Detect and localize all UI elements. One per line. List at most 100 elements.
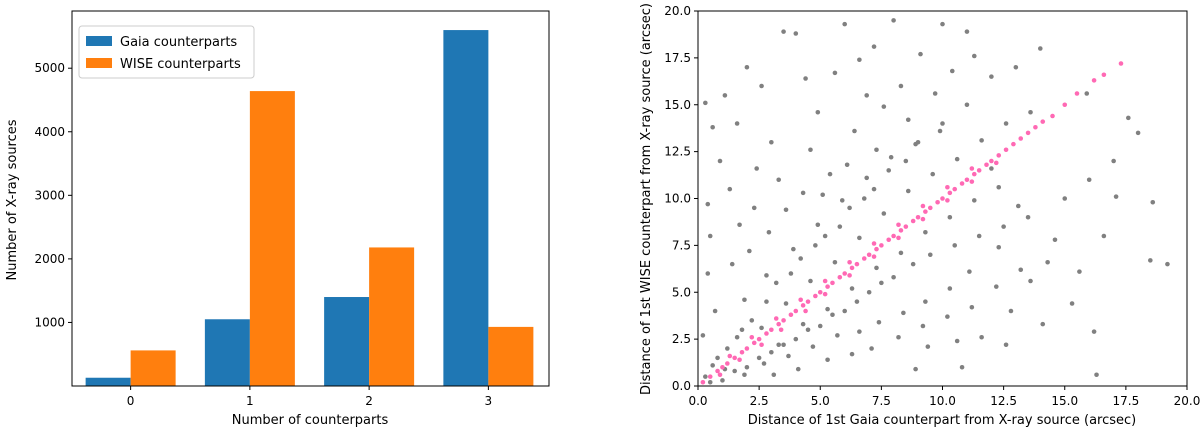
scatter-point-pink xyxy=(910,218,916,224)
scatter-point-grey xyxy=(754,166,759,171)
scatter-x-tick-label: 5.0 xyxy=(811,394,830,408)
scatter-point-pink xyxy=(788,312,794,318)
scatter-point-grey xyxy=(979,138,984,143)
scatter-point-pink xyxy=(778,327,784,333)
scatter-point-grey xyxy=(722,93,728,98)
scatter-y-ticks: 0.0 2.5 5.0 7.5 10.0 12.5 15.0 17.5 20.0 xyxy=(664,4,698,393)
scatter-point-grey xyxy=(817,323,823,329)
scatter-point-pink xyxy=(984,162,989,168)
bar-gaia xyxy=(85,377,131,386)
scatter-point-grey xyxy=(1113,194,1119,199)
scatter-x-ticks: 0.0 2.5 5.0 7.5 10.0 12.5 15.0 17.5 20.0 xyxy=(688,386,1200,408)
scatter-point-pink xyxy=(871,241,877,246)
scatter-point-grey xyxy=(825,306,830,312)
scatter-point-grey xyxy=(710,363,715,368)
scatter-point-pink xyxy=(915,214,921,220)
scatter-point-pink xyxy=(1118,61,1124,66)
scatter-point-grey xyxy=(901,310,906,316)
scatter-point-pink xyxy=(1050,113,1055,119)
scatter-points xyxy=(700,18,1170,385)
scatter-y-tick-label: 2.5 xyxy=(672,332,691,346)
scatter-point-pink xyxy=(989,158,994,164)
scatter-point-pink xyxy=(1025,130,1031,136)
bar-y-axis-label: Number of X-ray sources xyxy=(5,119,20,280)
scatter-point-pink xyxy=(817,289,823,295)
scatter-point-grey xyxy=(993,284,999,289)
scatter-point-grey xyxy=(879,280,884,286)
scatter-point-grey xyxy=(739,327,745,333)
scatter-point-pink xyxy=(837,274,843,280)
scatter-point-grey xyxy=(1086,177,1092,183)
scatter-x-axis-label: Distance of 1st Gaia counterpart from X-… xyxy=(748,413,1136,428)
scatter-point-grey xyxy=(832,259,838,265)
scatter-point-grey xyxy=(1015,203,1021,209)
scatter-point-grey xyxy=(1091,329,1097,334)
scatter-point-pink xyxy=(1091,78,1097,83)
scatter-y-tick-label: 20.0 xyxy=(664,4,691,18)
bar-x-tick-label: 0 xyxy=(127,394,135,408)
scatter-point-grey xyxy=(810,344,816,349)
scatter-point-grey xyxy=(1003,342,1009,348)
scatter-point-grey xyxy=(989,74,994,79)
scatter-point-grey xyxy=(727,186,733,192)
scatter-point-grey xyxy=(925,344,931,349)
scatter-point-grey xyxy=(1003,121,1009,126)
scatter-point-grey xyxy=(947,214,953,220)
scatter-point-grey xyxy=(825,357,830,363)
scatter-point-grey xyxy=(898,83,904,89)
scatter-point-grey xyxy=(715,355,720,361)
scatter-point-grey xyxy=(1025,214,1031,220)
bar-gaia xyxy=(443,30,489,386)
scatter-point-grey xyxy=(776,177,781,183)
scatter-point-grey xyxy=(996,184,1002,190)
scatter-y-tick-label: 17.5 xyxy=(664,51,691,65)
scatter-point-pink xyxy=(935,199,940,205)
scatter-point-pink xyxy=(749,334,755,340)
scatter-point-pink xyxy=(969,166,975,171)
scatter-point-pink xyxy=(847,259,852,265)
scatter-point-pink xyxy=(920,216,926,222)
scatter-point-pink xyxy=(952,186,958,192)
scatter-point-pink xyxy=(707,374,713,379)
bar-legend: Gaia counterparts WISE counterparts xyxy=(78,25,255,79)
scatter-point-grey xyxy=(707,233,713,239)
scatter-point-pink xyxy=(798,297,803,303)
scatter-point-grey xyxy=(759,325,764,331)
scatter-point-grey xyxy=(751,205,757,211)
scatter-point-pink xyxy=(720,364,725,370)
scatter-point-pink xyxy=(940,196,945,201)
scatter-point-grey xyxy=(864,93,870,98)
scatter-point-grey xyxy=(837,224,843,229)
scatter-point-pink xyxy=(1062,102,1068,108)
scatter-point-pink xyxy=(842,271,847,276)
scatter-point-grey xyxy=(905,188,911,194)
scatter-point-grey xyxy=(1111,158,1116,164)
scatter-point-grey xyxy=(839,198,845,203)
scatter-point-pink xyxy=(759,342,764,348)
scatter-point-pink xyxy=(923,209,928,214)
scatter-point-pink xyxy=(879,243,884,248)
scatter-point-grey xyxy=(734,334,740,340)
scatter-point-pink xyxy=(781,318,786,323)
scatter-point-grey xyxy=(700,333,706,338)
scatter-point-grey xyxy=(1028,109,1033,115)
scatter-point-grey xyxy=(742,372,747,378)
scatter-point-grey xyxy=(783,207,789,213)
scatter-point-grey xyxy=(964,102,970,108)
scatter-point-grey xyxy=(786,353,791,359)
bar-x-axis-label: Number of counterparts xyxy=(232,413,389,428)
scatter-point-grey xyxy=(756,355,762,361)
scatter-point-pink xyxy=(727,353,733,359)
scatter-point-grey xyxy=(1148,258,1153,263)
bar-x-ticks: 0 1 2 3 xyxy=(127,386,492,408)
legend-swatch-wise xyxy=(86,58,112,68)
scatter-point-grey xyxy=(940,21,945,27)
bar-y-tick-label: 1000 xyxy=(34,315,65,329)
scatter-point-grey xyxy=(905,117,911,123)
scatter-x-tick-label: 10.0 xyxy=(929,394,956,408)
scatter-point-grey xyxy=(1069,301,1075,306)
scatter-point-pink xyxy=(854,261,860,267)
scatter-point-pink xyxy=(976,168,982,173)
scatter-point-pink xyxy=(898,228,904,233)
scatter-point-grey xyxy=(798,256,803,261)
